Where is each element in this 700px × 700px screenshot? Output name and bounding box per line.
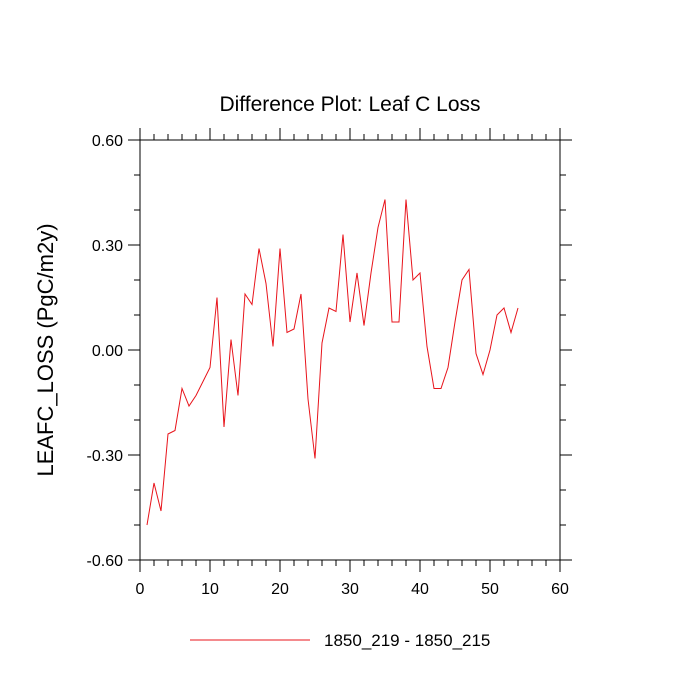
plot-frame	[139, 139, 561, 561]
series-layer	[146, 199, 519, 526]
y-tick-label: 0.60	[92, 133, 123, 150]
x-tick-label: 10	[201, 581, 219, 598]
x-tick-label: 0	[136, 581, 145, 598]
legend: 1850_219 - 1850_215	[190, 631, 490, 650]
x-tick-label: 40	[411, 581, 429, 598]
x-tick-label: 60	[551, 581, 569, 598]
x-tick-label: 30	[341, 581, 359, 598]
y-tick-label: 0.30	[92, 238, 123, 255]
y-tick-label: -0.30	[87, 448, 124, 465]
chart-title: Difference Plot: Leaf C Loss	[219, 93, 480, 116]
legend-label: 1850_219 - 1850_215	[324, 631, 490, 650]
series-line	[146, 199, 519, 526]
ticks-layer: 0 10 20 30 40 50 60 -0.60 -0.30 0.00 0.30 0.60	[87, 128, 572, 598]
x-tick-label: 50	[481, 581, 499, 598]
y-tick-label: -0.60	[87, 553, 124, 570]
y-axis-label: LEAFC_LOSS (PgC/m2y)	[33, 223, 58, 476]
x-tick-label: 20	[271, 581, 289, 598]
y-tick-label: 0.00	[92, 343, 123, 360]
